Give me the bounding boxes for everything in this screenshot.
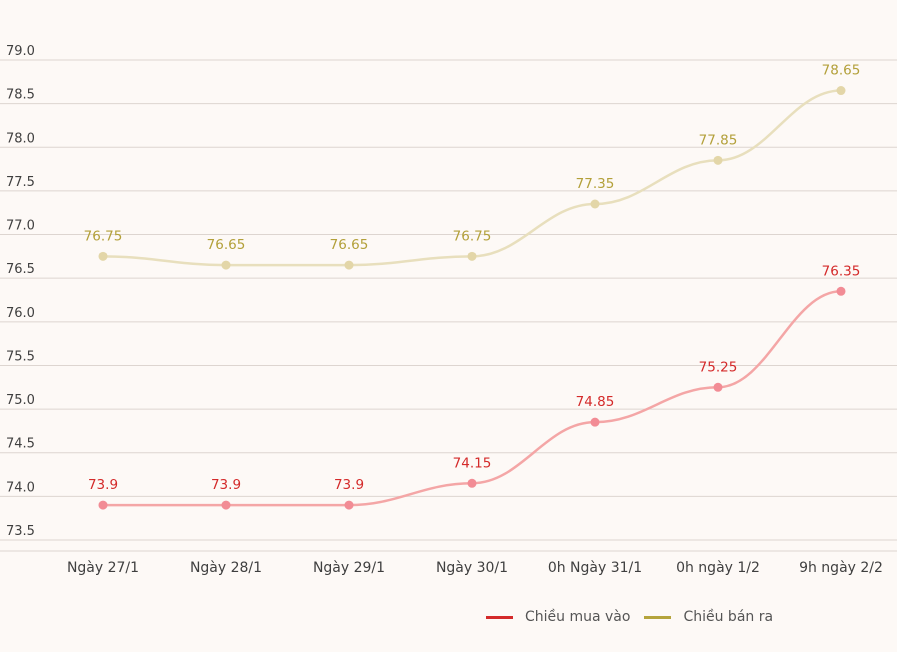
x-tick-label: Ngày 27/1 bbox=[67, 560, 139, 576]
y-tick-label: 76.5 bbox=[6, 262, 35, 277]
y-tick-label: 76.0 bbox=[6, 306, 35, 321]
data-point bbox=[836, 286, 846, 296]
data-label: 78.65 bbox=[822, 63, 861, 79]
data-point bbox=[344, 260, 354, 270]
data-label: 73.9 bbox=[211, 477, 241, 493]
data-label: 73.9 bbox=[334, 477, 364, 493]
x-tick-label: 9h ngày 2/2 bbox=[799, 560, 883, 576]
data-label: 76.65 bbox=[207, 237, 246, 253]
series-sell: 76.75 76.65 76.65 76.75 77.35 77.85 78.65 bbox=[84, 63, 861, 270]
x-tick-label: 0h Ngày 31/1 bbox=[548, 560, 642, 576]
data-point bbox=[467, 251, 477, 261]
y-axis-ticks: 73.5 74.0 74.5 75.0 75.5 76.0 76.5 77.0 77.5 78.0… bbox=[6, 44, 35, 539]
data-point bbox=[221, 260, 231, 270]
data-label: 77.85 bbox=[699, 132, 738, 148]
data-label: 77.35 bbox=[576, 176, 615, 192]
grid-lines bbox=[0, 59, 897, 552]
x-tick-label: Ngày 29/1 bbox=[313, 560, 385, 576]
y-tick-label: 77.5 bbox=[6, 175, 35, 190]
x-tick-label: Ngày 28/1 bbox=[190, 560, 262, 576]
legend-label-buy: Chiều mua vào bbox=[525, 609, 631, 625]
y-tick-label: 73.5 bbox=[6, 524, 35, 539]
data-label: 74.85 bbox=[576, 394, 615, 410]
x-tick-label: 0h ngày 1/2 bbox=[676, 560, 760, 576]
data-point bbox=[713, 382, 723, 392]
data-point bbox=[590, 199, 600, 209]
data-label: 76.35 bbox=[822, 263, 861, 279]
x-tick-label: Ngày 30/1 bbox=[436, 560, 508, 576]
series-group: 73.9 73.9 73.974.1574.8575.2576.3576.7576.… bbox=[84, 63, 861, 510]
series-buy: 73.9 73.9 73.9 74.15 74.85 75.25 76.35 bbox=[88, 263, 861, 510]
data-label: 73.9 bbox=[88, 477, 118, 493]
data-label: 76.75 bbox=[84, 228, 123, 244]
data-point bbox=[98, 500, 108, 510]
data-point bbox=[836, 86, 846, 96]
data-label: 76.75 bbox=[453, 228, 492, 244]
legend-label-sell: Chiều bán ra bbox=[683, 609, 774, 625]
legend-item-sell[interactable]: Chiều bán ra bbox=[644, 609, 773, 625]
y-tick-label: 74.0 bbox=[6, 480, 35, 495]
data-point bbox=[590, 417, 600, 427]
legend-item-buy[interactable]: Chiều mua vào bbox=[486, 609, 630, 625]
data-label: 76.65 bbox=[330, 237, 369, 253]
y-tick-label: 75.5 bbox=[6, 349, 35, 364]
y-tick-label: 79.0 bbox=[6, 44, 35, 59]
legend: Chiều mua vào Chiều bán ra bbox=[486, 609, 787, 625]
data-point bbox=[98, 251, 108, 261]
y-tick-label: 74.5 bbox=[6, 437, 35, 452]
data-label: 74.15 bbox=[453, 455, 492, 471]
y-tick-label: 77.0 bbox=[6, 219, 35, 234]
series-line bbox=[102, 290, 842, 507]
y-tick-label: 78.0 bbox=[6, 131, 35, 146]
data-label: 75.25 bbox=[699, 359, 738, 375]
data-point bbox=[221, 500, 231, 510]
legend-swatch-sell bbox=[644, 615, 672, 619]
y-tick-label: 78.5 bbox=[6, 88, 35, 103]
y-tick-label: 75.0 bbox=[6, 393, 35, 408]
x-axis-ticks: Ngày 27/1 Ngày 28/1 Ngày 29/1 Ngày 30/1 0h N… bbox=[67, 560, 883, 576]
legend-swatch-buy bbox=[486, 615, 513, 619]
data-point bbox=[467, 478, 477, 488]
data-point bbox=[713, 155, 723, 165]
data-point bbox=[344, 500, 354, 510]
